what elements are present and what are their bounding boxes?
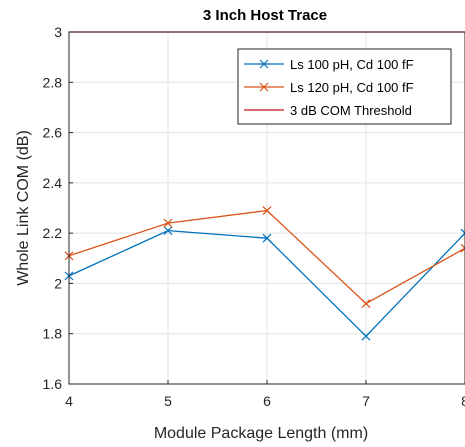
data-point bbox=[361, 299, 371, 308]
legend-entry: Ls 120 pH, Cd 100 fF bbox=[244, 80, 414, 95]
legend-label: Ls 100 pH, Cd 100 fF bbox=[290, 57, 414, 72]
data-point bbox=[460, 243, 465, 253]
data-point bbox=[163, 226, 173, 236]
y-tick-label: 2.6 bbox=[43, 125, 63, 141]
legend-label: 3 dB COM Threshold bbox=[290, 103, 412, 118]
data-point bbox=[262, 233, 272, 243]
y-tick-label: 2 bbox=[54, 275, 62, 291]
y-tick-label: 3 bbox=[54, 24, 62, 40]
data-point bbox=[163, 218, 173, 228]
chart-title: 3 Inch Host Trace bbox=[203, 7, 327, 24]
legend: Ls 100 pH, Cd 100 fF Ls 120 pH, Cd 100 fF… bbox=[237, 48, 452, 125]
x-axis-label: Module Package Length (mm) bbox=[154, 425, 368, 442]
x-tick-label: 8 bbox=[461, 393, 465, 409]
legend-entry: 3 dB COM Threshold bbox=[244, 103, 412, 118]
data-point bbox=[262, 206, 272, 215]
x-tick-label: 4 bbox=[65, 393, 73, 409]
legend-entry: Ls 100 pH, Cd 100 fF bbox=[244, 57, 414, 72]
tick-labels: 4 5 6 7 8 1.6 1.8 2 2.2 2.4 2.6 2.8 3 bbox=[43, 24, 465, 409]
y-tick-label: 2.4 bbox=[43, 175, 63, 191]
x-tick-label: 7 bbox=[362, 393, 370, 409]
y-tick-label: 2.8 bbox=[43, 74, 63, 90]
y-tick-label: 1.6 bbox=[43, 376, 63, 392]
legend-label: Ls 120 pH, Cd 100 fF bbox=[290, 80, 414, 95]
y-tick-label: 2.2 bbox=[43, 225, 63, 241]
data-point bbox=[361, 331, 371, 341]
y-axis-label: Whole Link COM (dB) bbox=[15, 130, 32, 286]
y-tick-label: 1.8 bbox=[43, 326, 63, 342]
x-tick-label: 5 bbox=[164, 393, 172, 409]
x-tick-label: 6 bbox=[263, 393, 271, 409]
data-point bbox=[460, 228, 465, 238]
